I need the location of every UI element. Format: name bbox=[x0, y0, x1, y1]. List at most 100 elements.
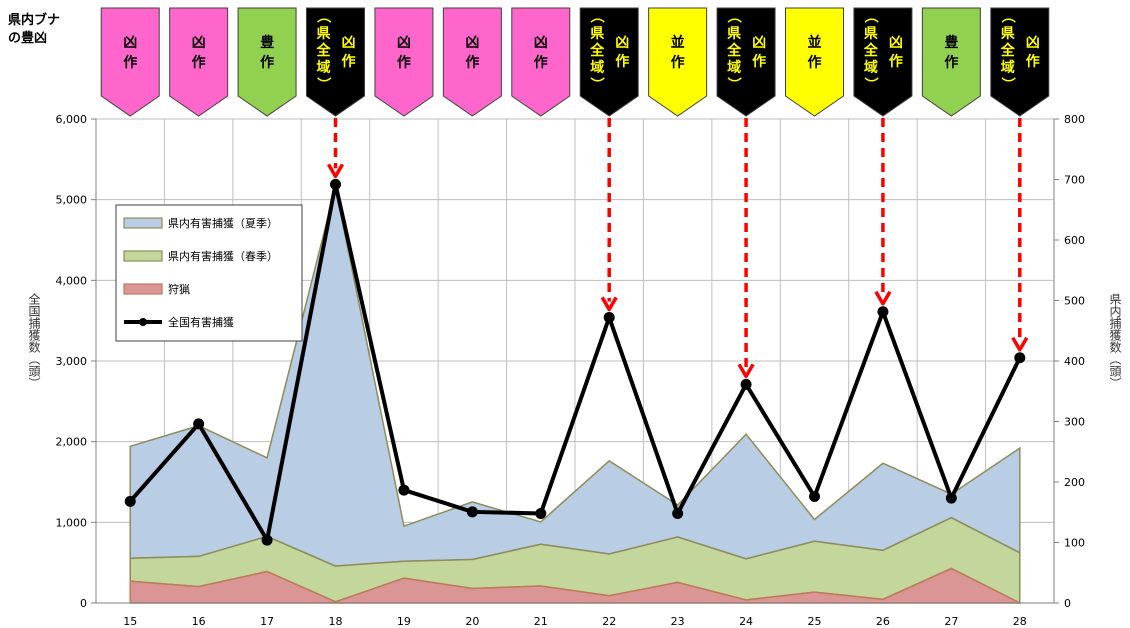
line-point bbox=[740, 378, 752, 390]
flag-shape bbox=[306, 7, 365, 117]
flag-text-char: 凶 bbox=[1026, 35, 1040, 51]
flag-text: 作 bbox=[671, 54, 685, 71]
flag-text-char: 域 bbox=[317, 59, 331, 76]
flag-text: 作 bbox=[123, 54, 137, 71]
flag-text-char: 凶 bbox=[752, 35, 766, 51]
flag-shape bbox=[579, 7, 639, 117]
y-left-tick-label: 1,000 bbox=[56, 516, 88, 529]
flag-text-char: 県 bbox=[1001, 26, 1015, 42]
x-tick-label: 23 bbox=[671, 615, 685, 628]
line-point bbox=[535, 507, 547, 519]
x-tick-label: 26 bbox=[876, 615, 890, 628]
flag-text: 作 bbox=[192, 54, 206, 71]
flag-28: （ 県全域） 凶作 bbox=[990, 7, 1050, 117]
flag-text-char: 作 bbox=[889, 53, 903, 70]
flag-22: （ 県全域） 凶作 bbox=[579, 7, 639, 117]
flag-shape bbox=[442, 7, 502, 117]
legend-swatch-marker bbox=[139, 318, 147, 326]
flag-21: 凶作 bbox=[511, 7, 571, 117]
flag-19: 凶作 bbox=[374, 7, 434, 117]
corner-title-line-2: の豊凶 bbox=[8, 31, 48, 46]
flag-text: 作 bbox=[260, 54, 274, 71]
y-right-axis-label: 県内捕獲数（頭） bbox=[1108, 293, 1122, 389]
y-right-tick-label: 800 bbox=[1064, 113, 1085, 126]
y-right-tick-label: 700 bbox=[1064, 174, 1085, 187]
y-left-tick-label: 4,000 bbox=[56, 274, 88, 287]
flag-text-char: （ bbox=[862, 9, 878, 23]
flag-text: 凶 bbox=[397, 35, 411, 51]
line-point bbox=[809, 491, 820, 503]
flag-shape bbox=[511, 7, 571, 117]
line-point bbox=[672, 507, 684, 519]
y-left-tick-label: 3,000 bbox=[56, 355, 88, 368]
flag-shape bbox=[853, 7, 913, 117]
corner-title: 県内ブナ の豊凶 bbox=[8, 12, 60, 48]
flag-text-char: 県 bbox=[317, 26, 331, 42]
flag-text-char: ） bbox=[725, 77, 741, 91]
flag-text-char: 域 bbox=[727, 59, 741, 76]
flag-shape bbox=[785, 7, 844, 117]
flag-text: 作 bbox=[534, 54, 548, 71]
x-tick-label: 19 bbox=[397, 615, 411, 628]
x-tick-label: 21 bbox=[534, 615, 548, 628]
flag-text-char: 全 bbox=[863, 42, 879, 59]
flag-text: 並 bbox=[671, 34, 685, 51]
flag-text: 凶 bbox=[534, 35, 548, 51]
legend-label: 県内有害捕獲（春季） bbox=[168, 249, 278, 263]
flag-text-char: 全 bbox=[316, 42, 332, 59]
flag-text-char: ） bbox=[862, 77, 878, 91]
flag-shape bbox=[169, 7, 229, 117]
y-left-axis-label: 全国捕獲数（頭） bbox=[27, 293, 41, 389]
y-right-tick-label: 100 bbox=[1064, 537, 1085, 550]
corner-title-line-1: 県内ブナ bbox=[8, 13, 61, 28]
flag-text-char: ） bbox=[588, 77, 604, 91]
flag-text-char: 域 bbox=[864, 59, 878, 76]
line-point bbox=[330, 178, 341, 190]
flag-text-char: 域 bbox=[1001, 59, 1015, 76]
legend-swatch-area bbox=[123, 217, 163, 229]
flag-text: 凶 bbox=[123, 35, 137, 51]
flag-text-char: 凶 bbox=[342, 35, 356, 51]
flag-text: 豊 bbox=[944, 34, 958, 51]
flag-text-char: （ bbox=[588, 9, 604, 23]
flag-text-char: ） bbox=[315, 77, 331, 91]
x-tick-label: 15 bbox=[123, 615, 137, 628]
flag-text-char: 作 bbox=[615, 53, 629, 70]
flag-text-char: 全 bbox=[726, 42, 742, 59]
flag-20: 凶作 bbox=[442, 7, 502, 117]
flag-15: 凶作 bbox=[100, 7, 160, 117]
line-point bbox=[466, 506, 478, 518]
flag-text: 作 bbox=[808, 54, 822, 71]
flag-text-char: 全 bbox=[589, 42, 605, 59]
x-tick-label: 25 bbox=[808, 615, 822, 628]
flag-16: 凶作 bbox=[169, 7, 229, 117]
x-tick-label: 18 bbox=[329, 615, 343, 628]
x-tick-label: 16 bbox=[192, 615, 206, 628]
arrow-head bbox=[737, 363, 755, 379]
flag-text-char: 作 bbox=[342, 53, 356, 70]
y-right-tick-label: 200 bbox=[1064, 476, 1085, 489]
y-left-tick-label: 6,000 bbox=[56, 113, 88, 126]
arrow-head bbox=[326, 163, 345, 179]
line-point bbox=[398, 484, 410, 496]
flag-24: （ 県全域） 凶作 bbox=[716, 7, 776, 117]
legend-label: 狩猟 bbox=[168, 282, 190, 296]
flag-text-char: 凶 bbox=[615, 35, 629, 51]
flag-25: 並作 bbox=[785, 7, 844, 117]
flag-26: （ 県全域） 凶作 bbox=[853, 7, 913, 117]
line-point bbox=[877, 306, 889, 318]
flag-text: 作 bbox=[944, 54, 958, 71]
flag-text: 豊 bbox=[260, 34, 274, 51]
flag-text-char: 域 bbox=[590, 59, 604, 76]
flag-23: 並作 bbox=[648, 7, 708, 117]
flag-text-char: 県 bbox=[590, 26, 604, 42]
arrow-head bbox=[600, 296, 618, 312]
y-right-tick-label: 600 bbox=[1064, 234, 1085, 247]
flag-text-char: （ bbox=[315, 9, 331, 23]
flag-text: 凶 bbox=[192, 35, 206, 51]
x-tick-label: 22 bbox=[602, 615, 616, 628]
line-national-harmful-capture bbox=[128, 182, 1022, 543]
legend-label: 県内有害捕獲（夏季） bbox=[168, 216, 278, 230]
flag-shape bbox=[990, 7, 1050, 117]
